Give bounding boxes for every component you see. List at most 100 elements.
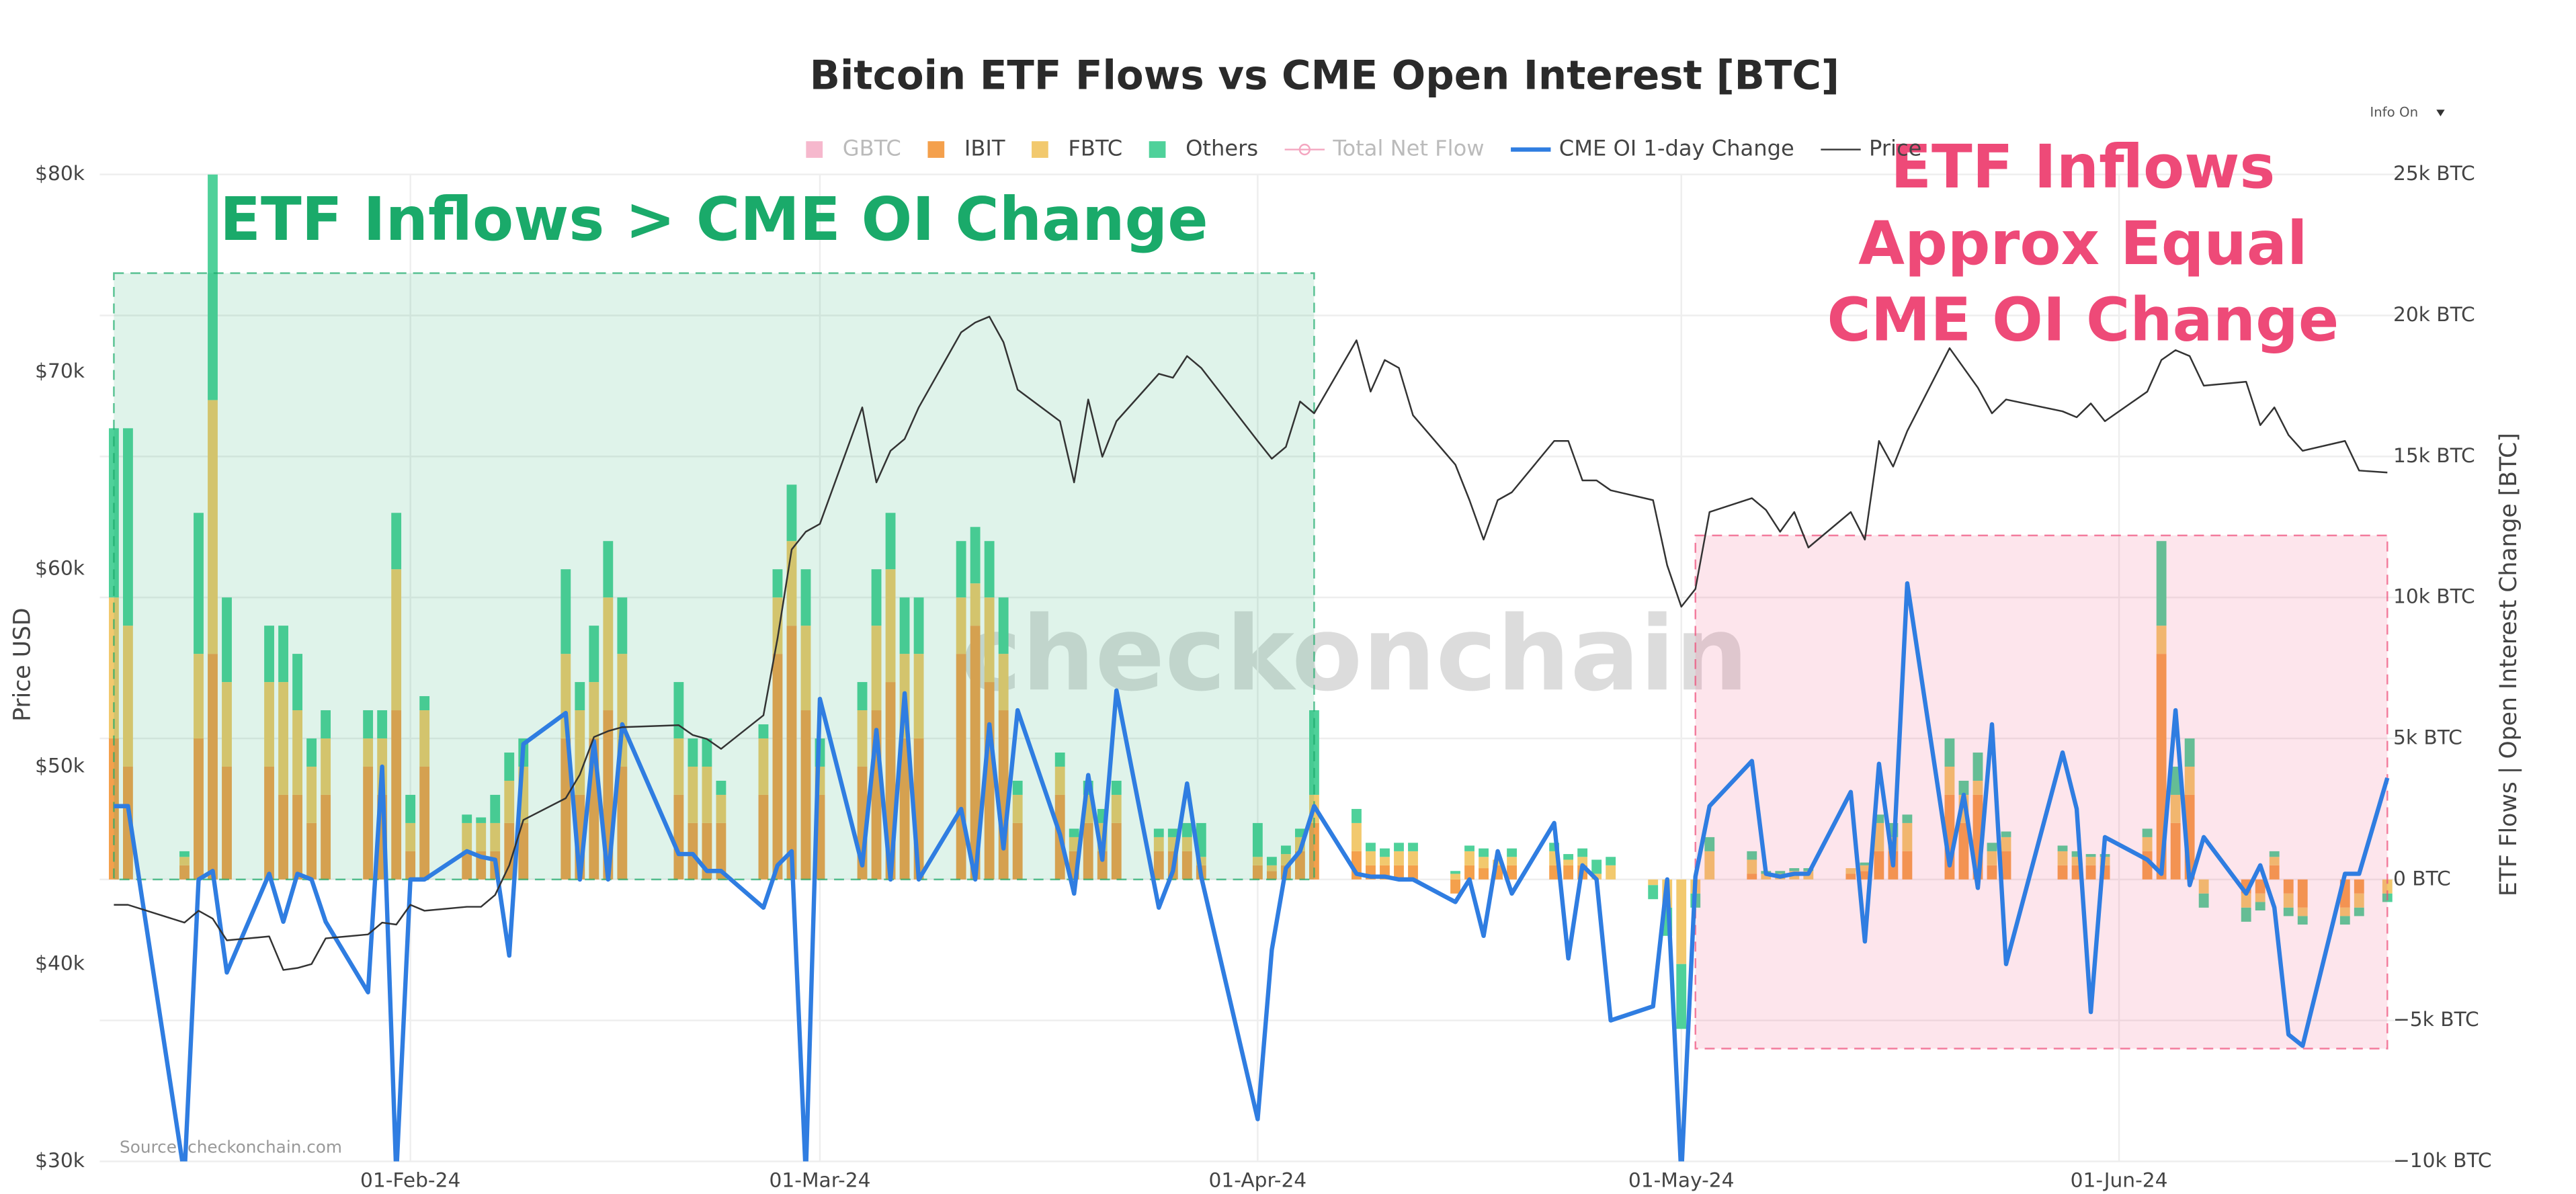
y-tick-label: $30k [35,1148,85,1172]
bar-segment [2283,893,2294,908]
bar-segment [2255,879,2266,894]
bar-segment [1153,837,1164,851]
bar-segment [2184,738,2195,767]
y-axis-title: Price USD [9,607,36,721]
bar-segment [871,569,882,626]
bar-segment [2142,828,2153,837]
bar-segment [1153,828,1164,837]
bar-segment [716,822,726,880]
y2-tick-label: 15k BTC [2393,443,2475,467]
bar-segment [1860,862,1870,865]
bar-segment [321,738,331,795]
bar-segment [1408,843,1418,851]
highlight-region [113,272,1315,881]
x-tick-label: 01-Mar-24 [770,1168,871,1192]
bar-segment [490,794,501,823]
legend-swatch [1149,141,1166,158]
bar-segment [2198,879,2209,894]
bar-segment [885,569,896,683]
bar-segment [194,513,204,654]
legend-item[interactable]: FBTC [1032,136,1122,161]
bar-segment [363,738,374,767]
bar-segment [1394,851,1404,865]
bar-segment [1012,794,1023,823]
y2-axis-title: ETF Flows | Open Interest Change [BTC] [2495,433,2522,896]
bar-segment [1704,851,1715,880]
legend-item[interactable]: Others [1149,136,1258,161]
bar-segment [1111,780,1122,795]
legend-swatch [927,141,945,158]
region-label: ETF Inflows [1891,132,2275,202]
bar-segment [1083,822,1093,880]
bar-segment [264,626,274,683]
legend-item[interactable]: IBIT [927,136,1005,161]
bar-segment [1761,873,1772,880]
bar-segment [984,597,995,683]
bar-segment [1352,808,1362,823]
bar-segment [998,654,1009,711]
cme-line [114,581,2390,1162]
bar-segment [2283,879,2294,894]
bar-segment [688,766,698,823]
bar-segment [772,569,783,598]
bar-segment [1464,845,1474,851]
bar-segment [1266,857,1277,865]
legend-item[interactable]: Price [1821,136,1921,161]
bar-segment [857,682,868,711]
bar-segment [1012,822,1023,880]
bar-segment [504,780,515,823]
bar-segment [1944,738,1955,767]
region-label: CME OI Change [1827,285,2339,355]
bar-segment [2057,851,2068,865]
y-tick-label: $60k [35,556,85,580]
info-menu[interactable]: Info On [2370,105,2445,120]
legend-swatch-marker [1298,143,1311,156]
y-tick-label: $70k [35,359,85,382]
y2-tick-label: 10k BTC [2393,585,2475,608]
bar-segment [560,738,571,880]
bar-segment [1280,845,1291,855]
legend-item[interactable]: Total Net Flow [1284,136,1485,161]
dropdown-arrow[interactable] [2436,110,2445,117]
bar-segment [208,174,218,400]
bar-segment [363,710,374,739]
bar-segment [984,541,995,598]
bar-segment [1591,859,1602,874]
bar-segment [1464,851,1474,865]
bar-segment [306,822,317,880]
bar-segment [688,738,698,767]
bar-segment [1747,873,1757,880]
bar-segment [2283,907,2294,916]
bar-segment [108,597,119,739]
bar-segment [108,428,119,598]
legend-item[interactable]: GBTC [806,136,901,161]
bar-segment [377,710,388,739]
bar-segment [970,583,981,626]
bar-segment [702,738,712,767]
bar-segment [1479,848,1489,857]
bar-segment [476,822,487,851]
bar-segment [1676,964,1687,1029]
bar-segment [1366,851,1376,865]
bar-segment [1860,865,1870,871]
bar-segment [391,569,402,711]
info-menu-label[interactable]: Info On [2370,105,2418,120]
bar-segment [913,597,924,654]
bar-segment [1167,828,1178,837]
bar-segment [194,654,204,739]
bar-segment [2382,879,2393,894]
bar-segment [2255,902,2266,911]
bar-segment [589,626,599,683]
legend-item[interactable]: CME OI 1-day Change [1511,136,1794,161]
legend-label: GBTC [843,136,901,161]
bar-segment [306,738,317,767]
bar-segment [391,513,402,570]
y2-tick-label: 20k BTC [2393,302,2475,326]
bar-segment [786,626,797,880]
bar-segment [1294,851,1305,880]
bar-segment [1012,780,1023,795]
bar-segment [673,738,684,795]
x-tick-label: 01-Jun-24 [2071,1168,2168,1192]
bar-segment [504,752,515,781]
